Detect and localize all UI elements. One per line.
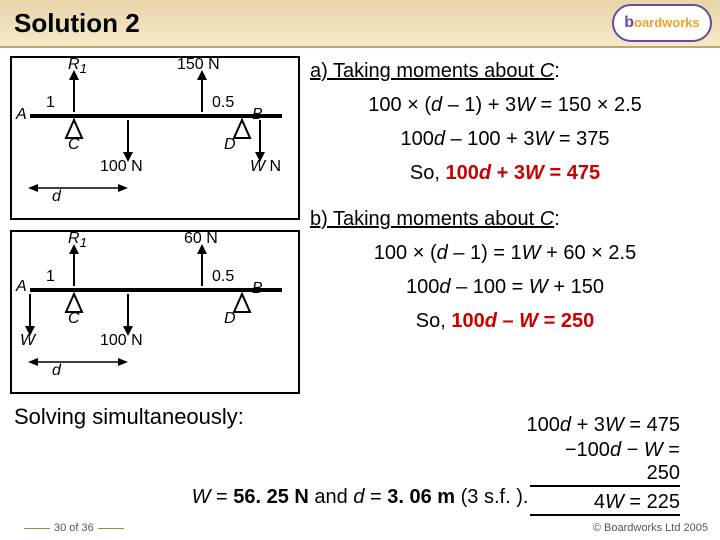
final-answer: W = 56. 25 N and d = 3. 06 m (3 s.f. ). [0, 486, 720, 509]
lbl-db: d [52, 362, 61, 380]
lbl-R1: R1 [68, 56, 87, 76]
b-line1: 100 × (d – 1) = 1W + 60 × 2.5 [310, 238, 700, 268]
lbl-D: D [224, 136, 236, 154]
lbl-05: 0.5 [212, 94, 234, 112]
lbl-1b: 1 [46, 268, 55, 286]
lbl-Ab: A [16, 278, 27, 296]
eq-row2: −100d − W = 250 [527, 437, 680, 489]
logo-text: boardworks [624, 14, 700, 32]
copyright: © Boardworks Ltd 2005 [593, 522, 708, 534]
b-line3: So, 100d – W = 250 [310, 306, 700, 336]
diagram-a: R1 150 N A 1 0.5 B C D 100 N W N d [10, 56, 300, 220]
lbl-05b: 0.5 [212, 268, 234, 286]
lbl-60n: 60 N [184, 230, 218, 248]
b-line2: 100d – 100 = W + 150 [310, 272, 700, 302]
a-heading: a) Taking moments about C: [310, 56, 700, 86]
logo: boardworks [612, 4, 712, 42]
lbl-wn: W N [250, 158, 281, 176]
lbl-B: B [252, 106, 263, 124]
lbl-150n: 150 N [177, 56, 220, 74]
lbl-A: A [16, 106, 27, 124]
left-column: R1 150 N A 1 0.5 B C D 100 N W N d R1 [10, 56, 300, 394]
page-title: Solution 2 [14, 8, 140, 39]
header: Solution 2 boardworks [0, 0, 720, 48]
lbl-Bb: B [252, 280, 263, 298]
content: R1 150 N A 1 0.5 B C D 100 N W N d R1 [0, 48, 720, 394]
lbl-d: d [52, 188, 61, 206]
right-column: a) Taking moments about C: 100 × (d – 1)… [310, 56, 700, 394]
lbl-1: 1 [46, 94, 55, 112]
diagram-b: R1 60 N A 1 0.5 B C D W 100 N d [10, 230, 300, 394]
lbl-100nb: 100 N [100, 332, 143, 350]
lbl-Wb: W [20, 332, 35, 350]
lbl-R1b: R1 [68, 230, 87, 250]
lbl-C: C [68, 136, 80, 154]
b-heading: b) Taking moments about C: [310, 204, 700, 234]
lbl-Cb: C [68, 310, 80, 328]
a-line3: So, 100d + 3W = 475 [310, 158, 700, 188]
a-line1: 100 × (d – 1) + 3W = 150 × 2.5 [310, 90, 700, 120]
lbl-100n: 100 N [100, 158, 143, 176]
lbl-Db: D [224, 310, 236, 328]
page-counter: 30 of 36 [20, 522, 128, 534]
eq-row1: 100d + 3W = 475 [527, 414, 680, 437]
a-line2: 100d – 100 + 3W = 375 [310, 124, 700, 154]
